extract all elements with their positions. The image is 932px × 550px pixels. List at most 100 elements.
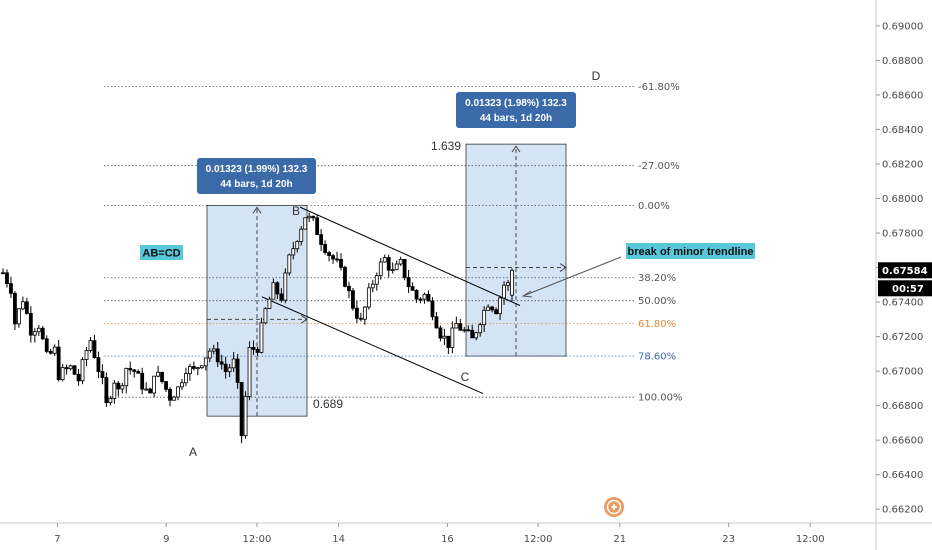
candle-body	[148, 388, 153, 394]
price-axis[interactable]: 0.69000 0.68800 0.68600 0.68400 0.68200 0.680…	[875, 0, 932, 550]
candle-body	[211, 348, 216, 352]
candle-body	[191, 366, 196, 369]
candle-body	[60, 367, 65, 381]
time-tick-label: 16	[441, 534, 454, 545]
time-axis[interactable]: 7 9 12:00 14 16 12:00 21 23 12:00	[0, 522, 932, 545]
fib-label: 78.60%	[638, 352, 676, 363]
candle-body	[295, 241, 300, 250]
annotation-text: break of minor trendline	[628, 246, 754, 258]
trendline-lower[interactable]	[261, 296, 484, 395]
price-tick-label: 0.69000	[882, 21, 923, 32]
time-tick-label: 21	[613, 534, 626, 545]
candle-body	[287, 254, 292, 274]
measure-1-tooltip-line1: 0.01323 (1.99%) 132.3	[206, 164, 308, 175]
candle-body	[358, 317, 363, 320]
candle-body	[180, 382, 184, 388]
annotations[interactable]: A B C D 0.689 1.639 AB=CD break of minor trendl…	[140, 69, 755, 517]
candle-body	[116, 382, 121, 390]
candle-body	[466, 329, 471, 332]
candle-body	[299, 228, 304, 242]
candle-body	[140, 372, 145, 390]
candle-body	[494, 309, 498, 315]
price-tick-label: 0.66400	[882, 470, 923, 481]
candle-body	[458, 323, 463, 331]
candle-body	[84, 350, 89, 360]
ratio-cd-label: 1.639	[431, 139, 461, 153]
fib-label: 0.00%	[638, 201, 670, 212]
candle-body	[184, 373, 188, 384]
price-tick-label: 0.67200	[882, 332, 923, 343]
candle-body	[362, 306, 367, 320]
candle-body	[20, 301, 25, 310]
candle-body	[100, 371, 105, 378]
candle-body	[52, 346, 57, 354]
candle-body	[486, 306, 491, 311]
arrow-head-icon	[521, 290, 533, 298]
candle-body	[506, 282, 510, 286]
trendline-upper[interactable]	[299, 206, 521, 306]
candle-body	[76, 373, 81, 382]
countdown-label: 00:57	[892, 284, 924, 295]
time-tick-label: 14	[332, 534, 345, 545]
candle-body	[283, 272, 288, 301]
candle-body	[263, 308, 268, 324]
price-tick-label: 0.66200	[882, 505, 923, 516]
candle-body	[454, 323, 459, 329]
candle-body	[235, 358, 240, 383]
candle-body	[64, 367, 69, 370]
candle-body	[319, 234, 324, 245]
candle-body	[247, 346, 252, 397]
annotation-arrow	[522, 256, 622, 297]
candle-body	[331, 255, 335, 260]
candle-body	[207, 350, 212, 359]
candle-body	[104, 377, 109, 404]
fib-levels: -61.80% -27.00% 0.00% 38.20% 50.00% 61.80% 78.…	[104, 82, 683, 404]
candle-body	[398, 258, 403, 265]
price-tick-label: 0.68600	[882, 90, 923, 101]
candle-body	[323, 244, 328, 253]
candle-body	[152, 375, 157, 394]
candle-body	[80, 359, 85, 382]
measure-2-tooltip-box	[456, 92, 576, 128]
candle-body	[490, 306, 495, 311]
candle-body	[327, 252, 331, 257]
candle-body	[510, 269, 514, 296]
candle-body	[267, 298, 272, 309]
candle-body	[187, 366, 192, 374]
candle-body	[418, 298, 423, 301]
price-tick-label: 0.67000	[882, 367, 923, 378]
trend-channel[interactable]	[261, 206, 521, 395]
candle-body	[1, 272, 5, 275]
candle-body	[231, 358, 236, 369]
candle-body	[160, 371, 164, 382]
candle-body	[24, 301, 29, 314]
candle-body	[120, 385, 125, 390]
arrow-right-icon	[559, 263, 567, 272]
candles	[1, 212, 514, 444]
candle-body	[243, 395, 248, 437]
candle-body	[434, 316, 439, 329]
candle-body	[17, 308, 21, 325]
candle-body	[32, 331, 37, 336]
current-price-label: 0.67584	[882, 266, 928, 277]
candle-body	[136, 371, 141, 374]
candle-body	[124, 367, 129, 387]
candle-body	[315, 217, 320, 236]
candle-body	[339, 259, 343, 268]
candle-body	[271, 282, 276, 300]
add-icon[interactable]	[604, 497, 624, 517]
arrow-right-icon	[300, 314, 308, 324]
fib-label: 50.00%	[638, 296, 676, 307]
candle-body	[96, 357, 101, 372]
candle-body	[72, 365, 77, 375]
current-price-tag[interactable]	[878, 262, 932, 279]
countdown-tag	[878, 280, 932, 297]
candle-body	[446, 335, 451, 348]
candle-body	[366, 287, 371, 308]
price-tick-label: 0.68400	[882, 125, 923, 136]
candle-body	[343, 266, 347, 287]
time-tick-label: 12:00	[524, 534, 553, 545]
candle-body	[374, 275, 379, 285]
annotation-badge	[626, 243, 755, 259]
